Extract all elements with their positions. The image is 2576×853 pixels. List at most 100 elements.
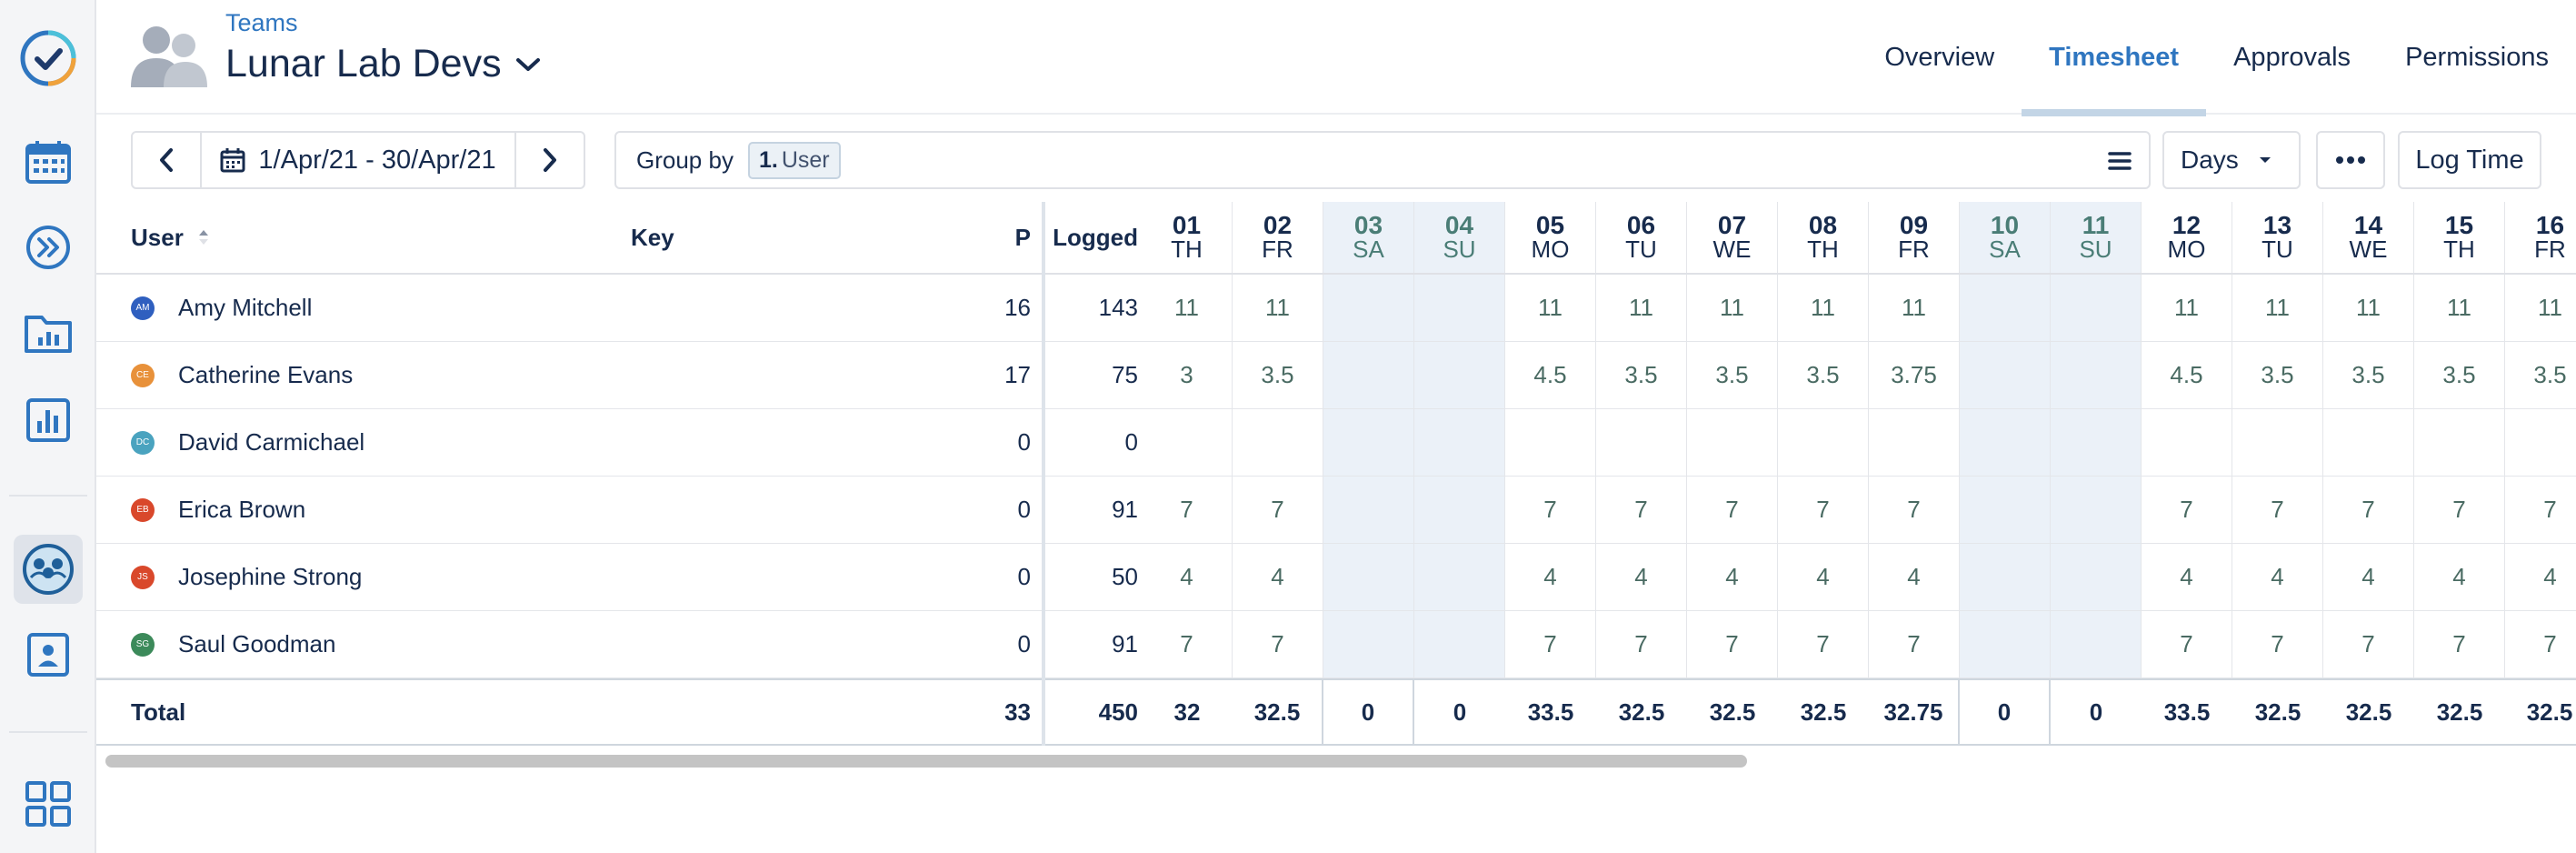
- day-cell[interactable]: 7: [1778, 477, 1869, 543]
- day-cell[interactable]: [2414, 409, 2505, 476]
- day-cell[interactable]: [1323, 544, 1414, 610]
- day-cell[interactable]: [1323, 409, 1414, 476]
- day-cell[interactable]: 3.75: [1869, 342, 1960, 408]
- day-cell[interactable]: [1323, 611, 1414, 677]
- day-cell[interactable]: 11: [1233, 275, 1323, 341]
- breadcrumb[interactable]: Teams: [225, 9, 298, 36]
- day-cell[interactable]: 4: [2505, 544, 2576, 610]
- day-cell[interactable]: [1323, 275, 1414, 341]
- day-cell[interactable]: [2051, 544, 2142, 610]
- day-cell[interactable]: 4: [2414, 544, 2505, 610]
- next-period-button[interactable]: [516, 133, 584, 187]
- day-cell[interactable]: 4: [1505, 544, 1596, 610]
- day-cell[interactable]: 3.5: [2414, 342, 2505, 408]
- day-cell[interactable]: 7: [1596, 611, 1687, 677]
- day-cell[interactable]: 7: [1869, 477, 1960, 543]
- report-chart-icon[interactable]: [14, 386, 83, 455]
- day-cell[interactable]: 3.5: [1687, 342, 1778, 408]
- page-title[interactable]: Lunar Lab Devs: [225, 42, 542, 86]
- apps-grid-icon[interactable]: [14, 769, 83, 838]
- calendar-icon[interactable]: [14, 127, 83, 196]
- folder-chart-icon[interactable]: [14, 298, 83, 367]
- day-cell[interactable]: 4: [2232, 544, 2323, 610]
- day-cell[interactable]: [1323, 477, 1414, 543]
- day-cell[interactable]: 7: [1505, 611, 1596, 677]
- column-key[interactable]: Key: [631, 223, 674, 251]
- day-cell[interactable]: 4: [2142, 544, 2232, 610]
- tab-timesheet[interactable]: Timesheet: [2022, 0, 2207, 116]
- day-cell[interactable]: [2051, 409, 2142, 476]
- day-cell[interactable]: 11: [2142, 275, 2232, 341]
- day-cell[interactable]: [1778, 409, 1869, 476]
- day-cell[interactable]: 11: [1505, 275, 1596, 341]
- day-cell[interactable]: 3.5: [2232, 342, 2323, 408]
- day-cell[interactable]: 4: [1142, 544, 1233, 610]
- column-p[interactable]: P: [1014, 223, 1031, 251]
- day-cell[interactable]: 3.5: [1778, 342, 1869, 408]
- profile-icon[interactable]: [14, 620, 83, 689]
- day-cell[interactable]: 7: [2414, 477, 2505, 543]
- day-cell[interactable]: 11: [1142, 275, 1233, 341]
- day-cell[interactable]: [1960, 342, 2051, 408]
- column-logged[interactable]: Logged: [1053, 223, 1138, 251]
- chevrons-right-icon[interactable]: [14, 213, 83, 282]
- day-cell[interactable]: [1414, 275, 1505, 341]
- day-cell[interactable]: 4.5: [2142, 342, 2232, 408]
- day-cell[interactable]: [1960, 477, 2051, 543]
- day-cell[interactable]: 11: [2505, 275, 2576, 341]
- day-cell[interactable]: [1960, 544, 2051, 610]
- day-cell[interactable]: 7: [1687, 477, 1778, 543]
- day-cell[interactable]: [1960, 611, 2051, 677]
- day-cell[interactable]: 7: [2505, 611, 2576, 677]
- day-cell[interactable]: 4.5: [1505, 342, 1596, 408]
- day-cell[interactable]: [2051, 611, 2142, 677]
- day-cell[interactable]: 7: [2323, 477, 2414, 543]
- day-cell[interactable]: 7: [2414, 611, 2505, 677]
- day-cell[interactable]: 7: [2323, 611, 2414, 677]
- day-cell[interactable]: 11: [2323, 275, 2414, 341]
- day-cell[interactable]: 7: [1142, 477, 1233, 543]
- day-cell[interactable]: [1596, 409, 1687, 476]
- period-select[interactable]: Days: [2162, 131, 2301, 189]
- previous-period-button[interactable]: [133, 133, 200, 187]
- day-cell[interactable]: 4: [1596, 544, 1687, 610]
- group-by-chip[interactable]: 1. User: [747, 141, 841, 179]
- day-cell[interactable]: [2232, 409, 2323, 476]
- table-row[interactable]: CE Catherine Evans 17 75 3 3.5 4.5 3.5 3.5 3.5 3.7…: [96, 342, 2576, 409]
- user-cell[interactable]: EB Erica Brown: [131, 477, 305, 543]
- day-cell[interactable]: [1414, 342, 1505, 408]
- day-cell[interactable]: [1414, 611, 1505, 677]
- day-cell[interactable]: 7: [1778, 611, 1869, 677]
- day-cell[interactable]: [1414, 477, 1505, 543]
- day-cell[interactable]: [1414, 544, 1505, 610]
- date-range-picker[interactable]: 1/Apr/21 - 30/Apr/21: [200, 133, 516, 187]
- day-cell[interactable]: [1960, 275, 2051, 341]
- table-row[interactable]: DC David Carmichael 0 0: [96, 409, 2576, 477]
- tab-overview[interactable]: Overview: [1884, 42, 1995, 72]
- day-cell[interactable]: 3.5: [2505, 342, 2576, 408]
- day-cell[interactable]: 7: [1596, 477, 1687, 543]
- day-cell[interactable]: [2051, 342, 2142, 408]
- sort-icon[interactable]: [196, 227, 211, 247]
- day-cell[interactable]: 4: [1778, 544, 1869, 610]
- day-cell[interactable]: [1323, 342, 1414, 408]
- day-cell[interactable]: 7: [2142, 611, 2232, 677]
- day-cell[interactable]: [1869, 409, 1960, 476]
- tab-approvals[interactable]: Approvals: [2233, 42, 2351, 72]
- more-options-button[interactable]: [2316, 131, 2385, 189]
- day-cell[interactable]: 7: [2505, 477, 2576, 543]
- day-cell[interactable]: 4: [1233, 544, 1323, 610]
- day-cell[interactable]: [1233, 409, 1323, 476]
- team-icon[interactable]: [14, 535, 83, 604]
- day-cell[interactable]: 3.5: [2323, 342, 2414, 408]
- day-cell[interactable]: [2051, 477, 2142, 543]
- menu-icon[interactable]: [2107, 149, 2132, 173]
- user-cell[interactable]: CE Catherine Evans: [131, 342, 353, 408]
- day-cell[interactable]: 7: [2232, 611, 2323, 677]
- table-row[interactable]: SG Saul Goodman 0 91 7 7 7 7 7 7 7 7 7 7 7 7: [96, 611, 2576, 678]
- user-cell[interactable]: SG Saul Goodman: [131, 611, 335, 677]
- day-cell[interactable]: 3: [1142, 342, 1233, 408]
- day-cell[interactable]: [1505, 409, 1596, 476]
- day-cell[interactable]: 4: [2323, 544, 2414, 610]
- table-row[interactable]: EB Erica Brown 0 91 7 7 7 7 7 7 7 7 7 7 7 7: [96, 477, 2576, 544]
